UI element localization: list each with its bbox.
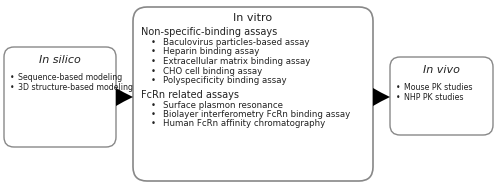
Text: •: • [396, 93, 400, 102]
Text: Biolayer interferometry FcRn binding assay: Biolayer interferometry FcRn binding ass… [163, 110, 350, 119]
Text: NHP PK studies: NHP PK studies [404, 93, 464, 102]
Text: •: • [151, 66, 156, 75]
Text: Polyspecificity binding assay: Polyspecificity binding assay [163, 76, 286, 85]
Text: CHO cell binding assay: CHO cell binding assay [163, 66, 262, 75]
Text: Baculovirus particles-based assay: Baculovirus particles-based assay [163, 38, 310, 47]
Text: In vitro: In vitro [234, 13, 272, 23]
Text: Human FcRn affinity chromatography: Human FcRn affinity chromatography [163, 120, 325, 129]
Text: Mouse PK studies: Mouse PK studies [404, 83, 472, 92]
FancyBboxPatch shape [4, 47, 116, 147]
Text: In vivo: In vivo [423, 65, 460, 75]
Text: 3D structure-based modeling: 3D structure-based modeling [18, 83, 133, 92]
Text: •: • [10, 83, 14, 92]
Polygon shape [116, 88, 133, 106]
Text: Heparin binding assay: Heparin binding assay [163, 48, 260, 56]
Text: Surface plasmon resonance: Surface plasmon resonance [163, 100, 283, 110]
Text: Non-specific-binding assays: Non-specific-binding assays [141, 27, 277, 37]
Text: •: • [151, 76, 156, 85]
Text: Extracellular matrix binding assay: Extracellular matrix binding assay [163, 57, 310, 66]
Text: •: • [151, 110, 156, 119]
Polygon shape [373, 88, 390, 106]
Text: •: • [151, 120, 156, 129]
Text: FcRn related assays: FcRn related assays [141, 90, 239, 100]
Text: •: • [396, 83, 400, 92]
Text: •: • [151, 48, 156, 56]
Text: •: • [10, 73, 14, 82]
Text: In silico: In silico [39, 55, 81, 65]
Text: Sequence-based modeling: Sequence-based modeling [18, 73, 122, 82]
Text: •: • [151, 100, 156, 110]
Text: •: • [151, 57, 156, 66]
FancyBboxPatch shape [133, 7, 373, 181]
Text: •: • [151, 38, 156, 47]
FancyBboxPatch shape [390, 57, 493, 135]
